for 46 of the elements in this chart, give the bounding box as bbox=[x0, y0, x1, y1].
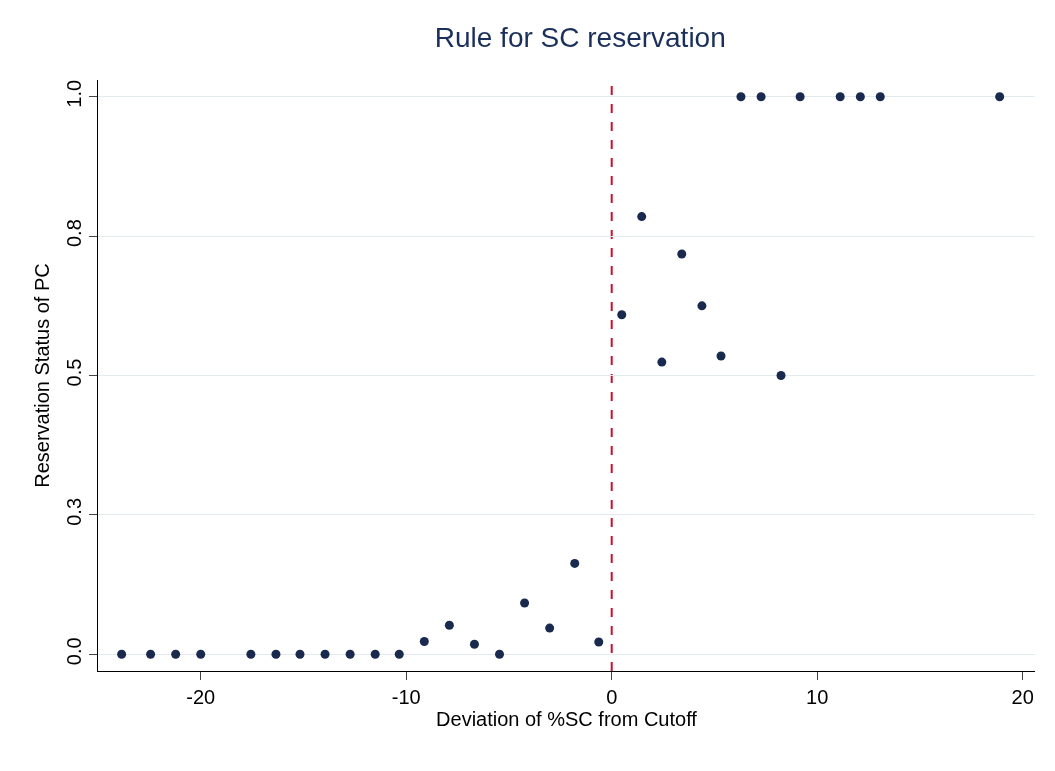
point bbox=[716, 351, 726, 361]
point bbox=[444, 620, 454, 630]
point bbox=[776, 371, 786, 380]
point bbox=[520, 598, 530, 608]
point bbox=[469, 639, 479, 649]
point bbox=[495, 649, 505, 659]
y-tick-label: 0.3 bbox=[63, 497, 85, 526]
y-tick-label: 0.5 bbox=[63, 358, 85, 387]
x-tick-label: -20 bbox=[186, 686, 216, 708]
point bbox=[271, 649, 281, 659]
x-tick-label: 10 bbox=[806, 686, 829, 708]
point bbox=[246, 649, 256, 659]
x-tick-label: -10 bbox=[391, 686, 421, 708]
point bbox=[736, 92, 746, 102]
point bbox=[117, 649, 127, 659]
point bbox=[295, 649, 305, 659]
point bbox=[394, 649, 404, 659]
point bbox=[795, 92, 805, 102]
point bbox=[617, 310, 627, 320]
y-tick-label: 0.8 bbox=[63, 219, 85, 248]
point bbox=[756, 92, 766, 102]
y-axis-title: Reservation Status of PC bbox=[30, 263, 53, 488]
point bbox=[875, 92, 885, 102]
x-axis-title: Deviation of %SC from Cutoff bbox=[436, 708, 698, 730]
point bbox=[855, 92, 865, 102]
point bbox=[370, 649, 380, 659]
x-tick-label: 0 bbox=[606, 686, 618, 708]
point bbox=[995, 92, 1005, 102]
x-tick-label: 20 bbox=[1011, 686, 1034, 708]
y-tick-label: 1.0 bbox=[63, 79, 85, 108]
point bbox=[545, 623, 555, 633]
point bbox=[677, 249, 687, 259]
y-tick-label: 0.0 bbox=[63, 637, 85, 666]
point bbox=[637, 212, 647, 222]
point bbox=[171, 649, 181, 659]
point bbox=[320, 649, 330, 659]
chart-title: Rule for SC reservation bbox=[434, 21, 726, 53]
point bbox=[657, 357, 667, 367]
point bbox=[345, 649, 355, 659]
point bbox=[419, 636, 429, 646]
point bbox=[570, 558, 580, 568]
point bbox=[146, 649, 156, 659]
point bbox=[697, 301, 707, 311]
point bbox=[196, 649, 206, 659]
point bbox=[594, 637, 604, 647]
point bbox=[835, 92, 845, 102]
